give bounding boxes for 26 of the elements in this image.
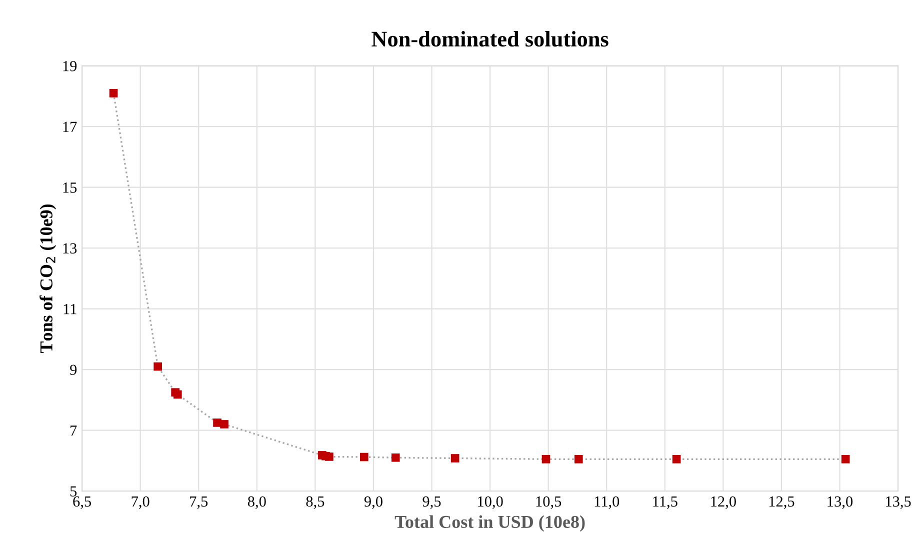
x-tick-label: 9,5 xyxy=(422,496,441,509)
x-tick-label: 8,0 xyxy=(248,496,266,509)
y-tick-label: 17 xyxy=(63,122,77,132)
x-tick-label: 12,0 xyxy=(711,496,736,509)
chart-title: Non-dominated solutions xyxy=(372,30,608,47)
x-tick-label: 11,0 xyxy=(594,496,620,509)
y-tick-label: 9 xyxy=(70,364,77,376)
x-tick-label: 7,5 xyxy=(190,496,208,509)
y-tick-label: 7 xyxy=(70,426,77,436)
x-tick-label: 8,5 xyxy=(306,496,324,509)
y-tick-label: 5 xyxy=(70,486,77,496)
x-tick-label: 7,0 xyxy=(132,496,150,509)
x-tick-label: 13,0 xyxy=(828,496,853,509)
x-tick-label: 9,0 xyxy=(364,496,382,509)
y-tick-label: 15 xyxy=(63,182,77,193)
x-tick-label: 6,5 xyxy=(73,496,92,509)
y-axis-title: Tons of CO$_{2}$ (10e9) xyxy=(40,204,56,353)
x-tick-label: 12,5 xyxy=(769,496,794,509)
y-tick-label: 19 xyxy=(63,61,77,72)
x-axis-title: Total Cost in USD (10e8) xyxy=(394,515,585,532)
x-tick-label: 10,5 xyxy=(536,496,562,509)
x-tick-label: 11,5 xyxy=(653,496,678,509)
x-tick-label: 13,5 xyxy=(886,496,911,509)
y-tick-label: 13 xyxy=(63,243,77,254)
y-tick-label: 11 xyxy=(64,304,76,314)
x-tick-label: 10,0 xyxy=(478,496,503,509)
